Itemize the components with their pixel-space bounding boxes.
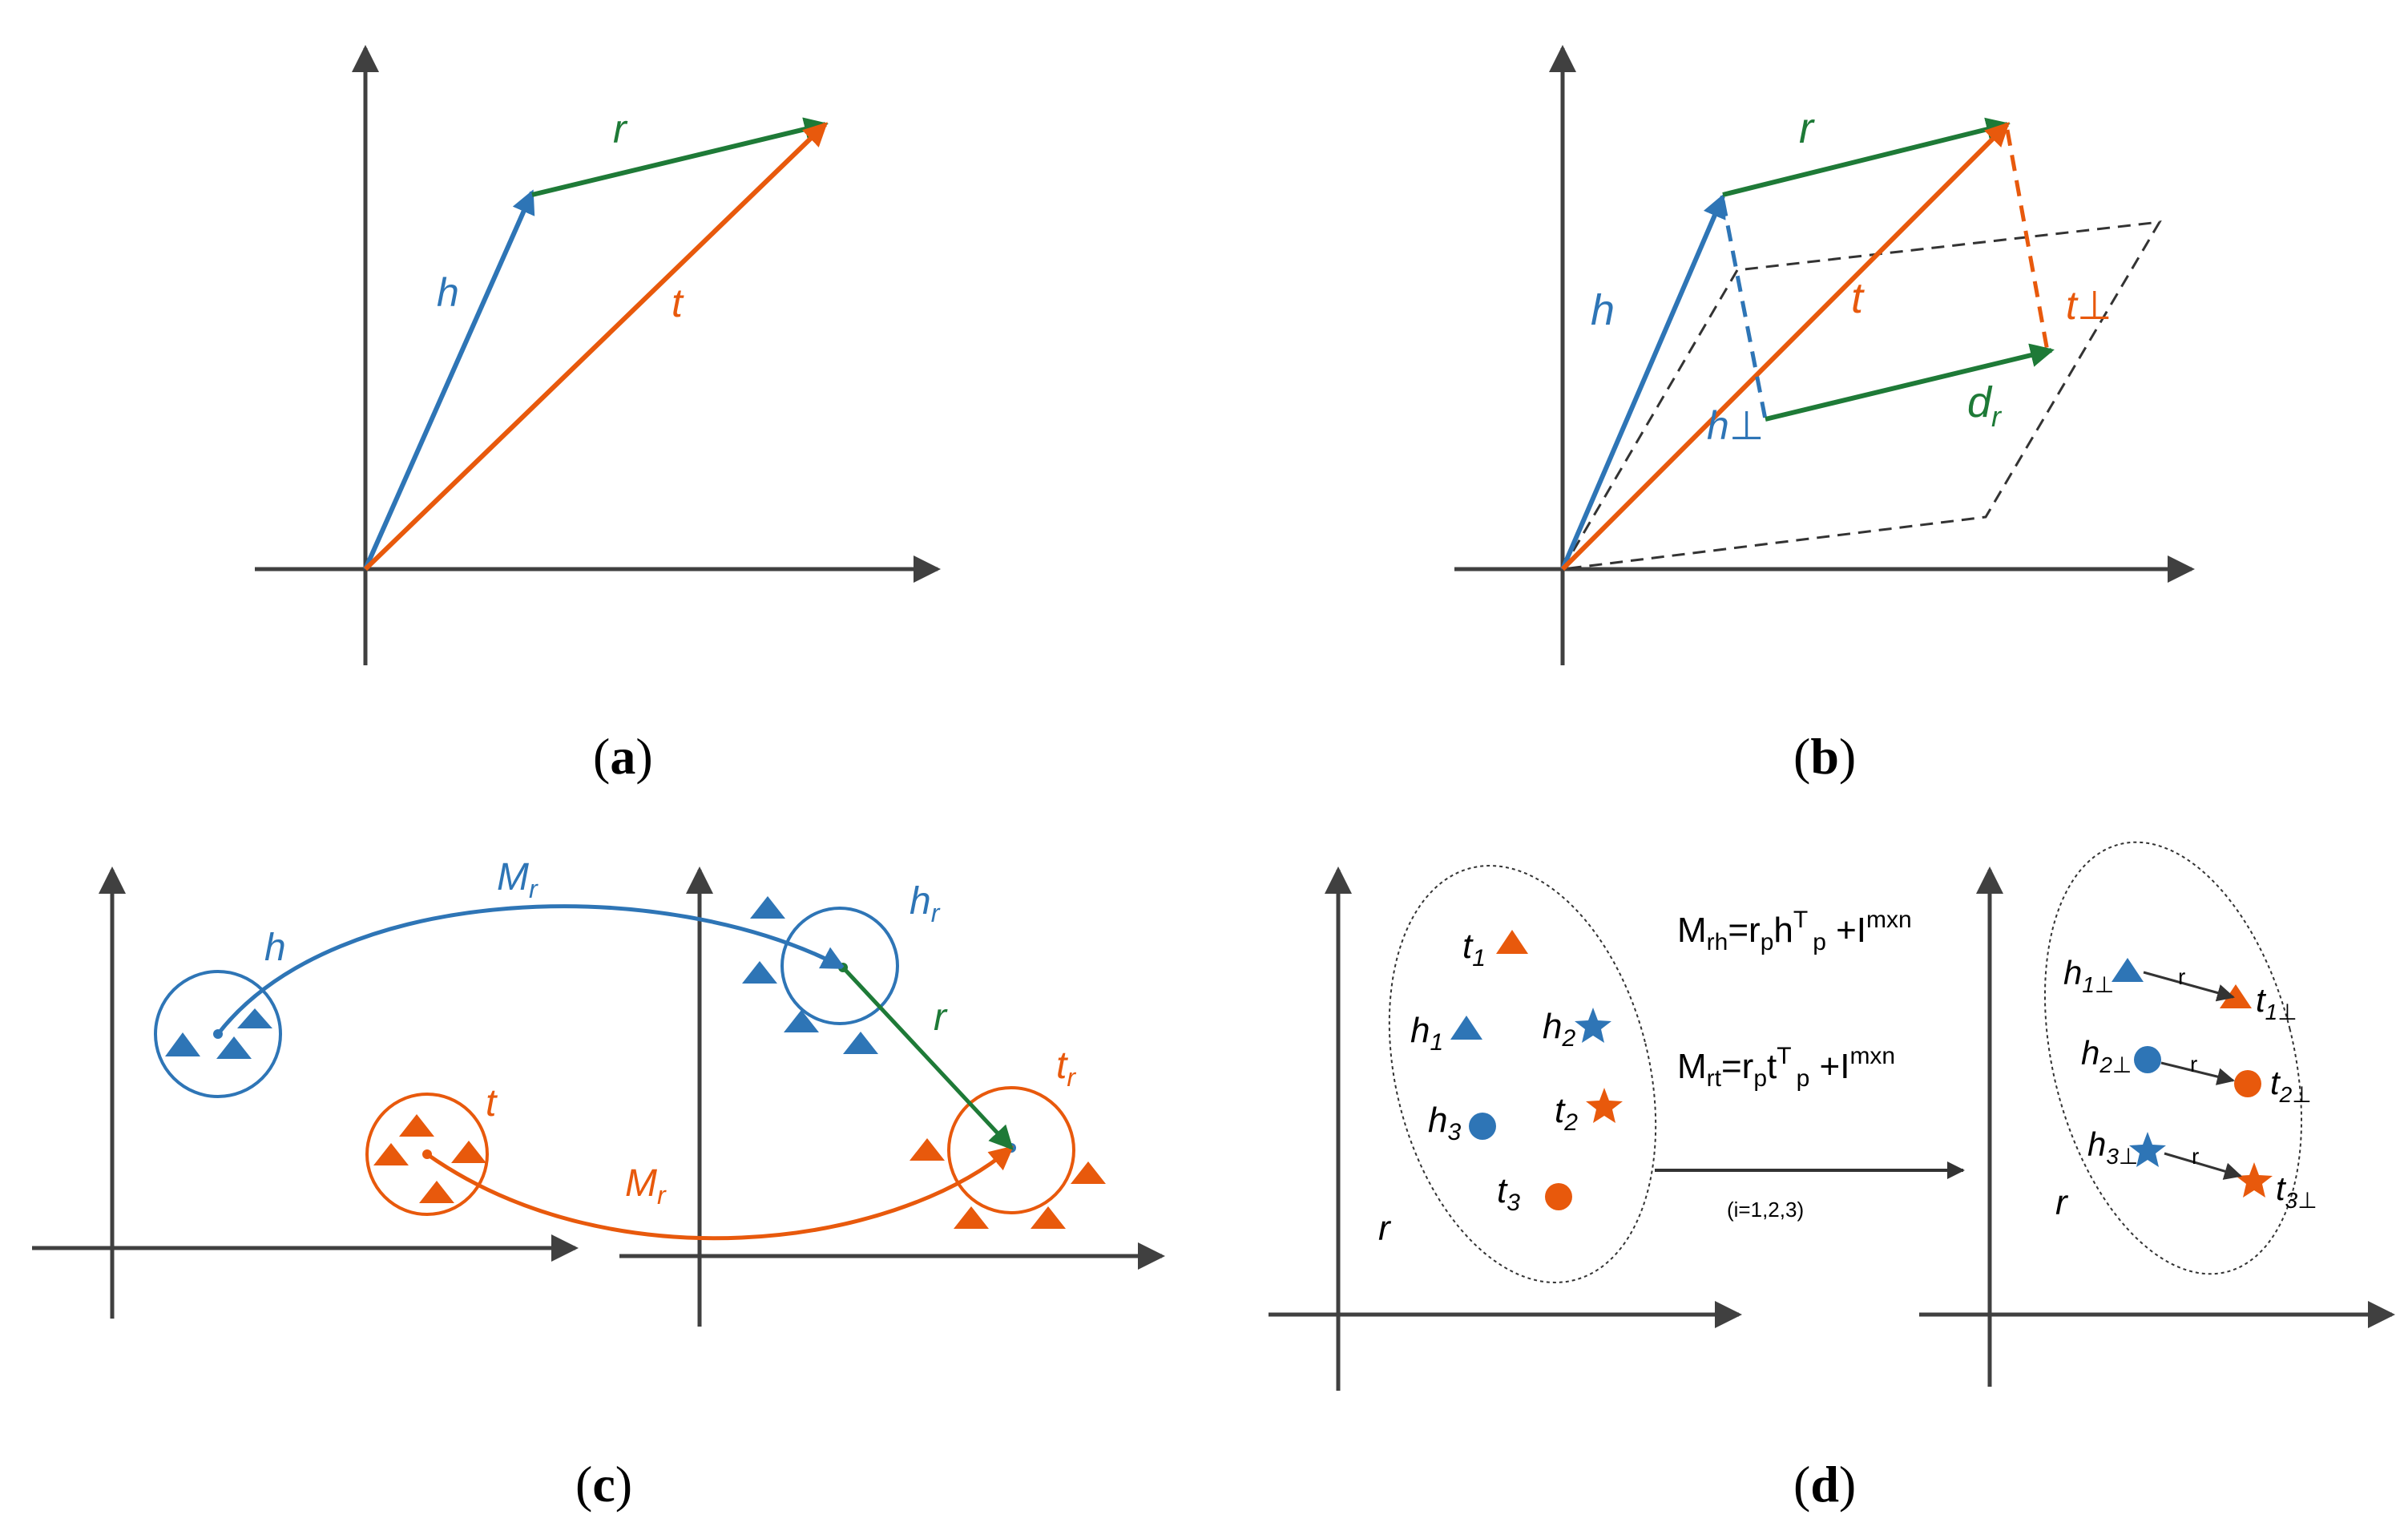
panel-c-label-t: t (486, 1082, 498, 1125)
panel-d-t3-circle (1545, 1183, 1572, 1210)
panel-a-label-t: t (672, 281, 684, 325)
panel-a-t-vector (363, 122, 828, 572)
panel-b-d-vector (1765, 343, 2055, 422)
panel-d-r-arrow-label: r (2178, 964, 2185, 989)
panel-b-h-projection (1720, 200, 1768, 420)
panel-d-h2-star (1575, 1008, 1611, 1043)
panel-b-hyperplane (1560, 220, 2162, 571)
panel-d-right-entity-space (2043, 841, 2303, 1275)
panel-b-label-t-perp: t⊥ (2066, 283, 2112, 328)
panel-c: h t Mr Mr hr tr r (c) (32, 856, 1165, 1513)
panel-c-label-h: h (264, 927, 286, 969)
panel-c-t-entity (451, 1141, 486, 1163)
panel-d-label-h2: h2 (1543, 1007, 1575, 1052)
panel-d-h1p-triangle (2112, 958, 2144, 982)
panel-c-t-entity (419, 1181, 454, 1203)
panel-d-t2p-circle (2234, 1070, 2261, 1097)
panel-c-hr-entity (784, 1010, 819, 1032)
panel-d-t2-star (1586, 1088, 1623, 1123)
panel-a-label-h: h (437, 270, 459, 315)
panel-c-h-entity (165, 1032, 200, 1056)
panel-b-t-vector (1560, 122, 2010, 572)
panel-d-left-entity-space (1388, 865, 1657, 1283)
panel-c-hr-entity (742, 961, 777, 984)
panel-b-t-projection (2005, 129, 2050, 352)
panel-c-label-r: r (934, 996, 948, 1039)
panel-d-r-arrow-1 (2143, 971, 2235, 1002)
panel-d-label-t2: t2 (1555, 1091, 1578, 1136)
panel-d-label-h3: h3 (1428, 1101, 1461, 1145)
panel-c-tr-entity (1031, 1206, 1066, 1229)
panel-d-label-t2p: t2⊥ (2270, 1064, 2312, 1107)
panel-c-t-entity (399, 1114, 434, 1137)
panel-c-t-entity (373, 1143, 409, 1165)
panel-a-caption: (a) (593, 728, 653, 785)
panel-b-h-vector (1560, 193, 1726, 571)
panel-c-r-vector (841, 966, 1014, 1150)
panel-d-label-t1: t1 (1462, 927, 1486, 971)
panel-d-label-h3p: h3⊥ (2087, 1125, 2138, 1169)
panel-c-tr-entity (1071, 1161, 1106, 1184)
panel-d-t3p-star (2236, 1162, 2273, 1198)
panel-c-hr-cluster (780, 907, 899, 1025)
panel-d-label-h2p: h2⊥ (2081, 1034, 2132, 1077)
panel-d-r-arrow-label: r (2192, 1144, 2199, 1169)
panel-d-h3p-star (2129, 1132, 2166, 1167)
panel-d: t1 h1 h2 h3 t2 t3 r Mrh=rphTp +Imxn Mrt=… (1269, 841, 2395, 1513)
panel-d-h3-circle (1469, 1113, 1496, 1140)
panel-d-label-t3: t3 (1497, 1171, 1520, 1216)
panel-d-r-arrow-label: r (2190, 1052, 2197, 1076)
panel-c-label-Mr-bottom: Mr (625, 1162, 667, 1210)
panel-c-h-entity (216, 1036, 252, 1059)
panel-d-h1-triangle (1450, 1016, 1482, 1040)
panel-d-label-h1: h1 (1410, 1011, 1443, 1056)
panel-c-label-tr: tr (1056, 1044, 1076, 1092)
panel-a-r-vector (531, 117, 829, 197)
panel-c-hr-entity (750, 896, 785, 919)
panel-a: h r t (a) (255, 45, 941, 785)
panel-c-h-cluster (154, 970, 282, 1098)
panel-c-tr-entity (954, 1206, 989, 1229)
panel-b-r-vector (1722, 117, 2011, 197)
panel-d-r-arrow-3 (2164, 1152, 2242, 1180)
panel-b-caption: (b) (1793, 728, 1856, 785)
panel-c-t-cluster (365, 1093, 489, 1216)
panel-c-tr-cluster (947, 1086, 1075, 1214)
panel-d-label-r-left: r (1378, 1209, 1392, 1248)
panel-c-Mr-arrow-t (426, 1145, 1014, 1241)
panel-d-t1-triangle (1496, 930, 1528, 954)
panel-c-label-hr: hr (910, 880, 941, 927)
panel-d-caption: (d) (1793, 1456, 1856, 1513)
panel-b-label-h: h (1591, 286, 1615, 334)
panel-b-label-t: t (1851, 274, 1865, 322)
panel-d-label-t3p: t3⊥ (2276, 1169, 2317, 1213)
panel-d-label-h1p: h1⊥ (2063, 954, 2114, 997)
panel-c-h-entity (237, 1008, 272, 1028)
panel-d-t1p-triangle (2220, 984, 2252, 1008)
panel-a-h-vector (363, 189, 535, 571)
panel-b-label-d-r: dr (1967, 378, 2003, 433)
panel-c-hr-entity (843, 1032, 878, 1054)
panel-d-formula-Mrt: Mrt=rptTp +Imxn (1677, 1043, 1895, 1092)
panel-d-index-note: (i=1,2,3) (1727, 1198, 1804, 1222)
panel-b-label-h-perp: h⊥ (1707, 403, 1764, 448)
panel-d-h2p-circle (2134, 1046, 2161, 1073)
panel-a-label-r: r (613, 107, 628, 151)
panel-b-label-r: r (1799, 104, 1815, 152)
panel-c-tr-entity (910, 1138, 945, 1161)
panel-d-label-r-right: r (2055, 1183, 2069, 1222)
panel-b: h r t h⊥ t⊥ dr (b) (1454, 45, 2195, 785)
panel-c-caption: (c) (575, 1456, 632, 1513)
panel-c-label-Mr-top: Mr (497, 856, 538, 903)
panel-d-formula-Mrh: Mrh=rphTp +Imxn (1677, 907, 1912, 955)
panel-d-label-t1p: t1⊥ (2256, 981, 2297, 1024)
panel-c-Mr-arrow-h (216, 904, 846, 1036)
panel-d-r-arrow-2 (2160, 1061, 2235, 1085)
